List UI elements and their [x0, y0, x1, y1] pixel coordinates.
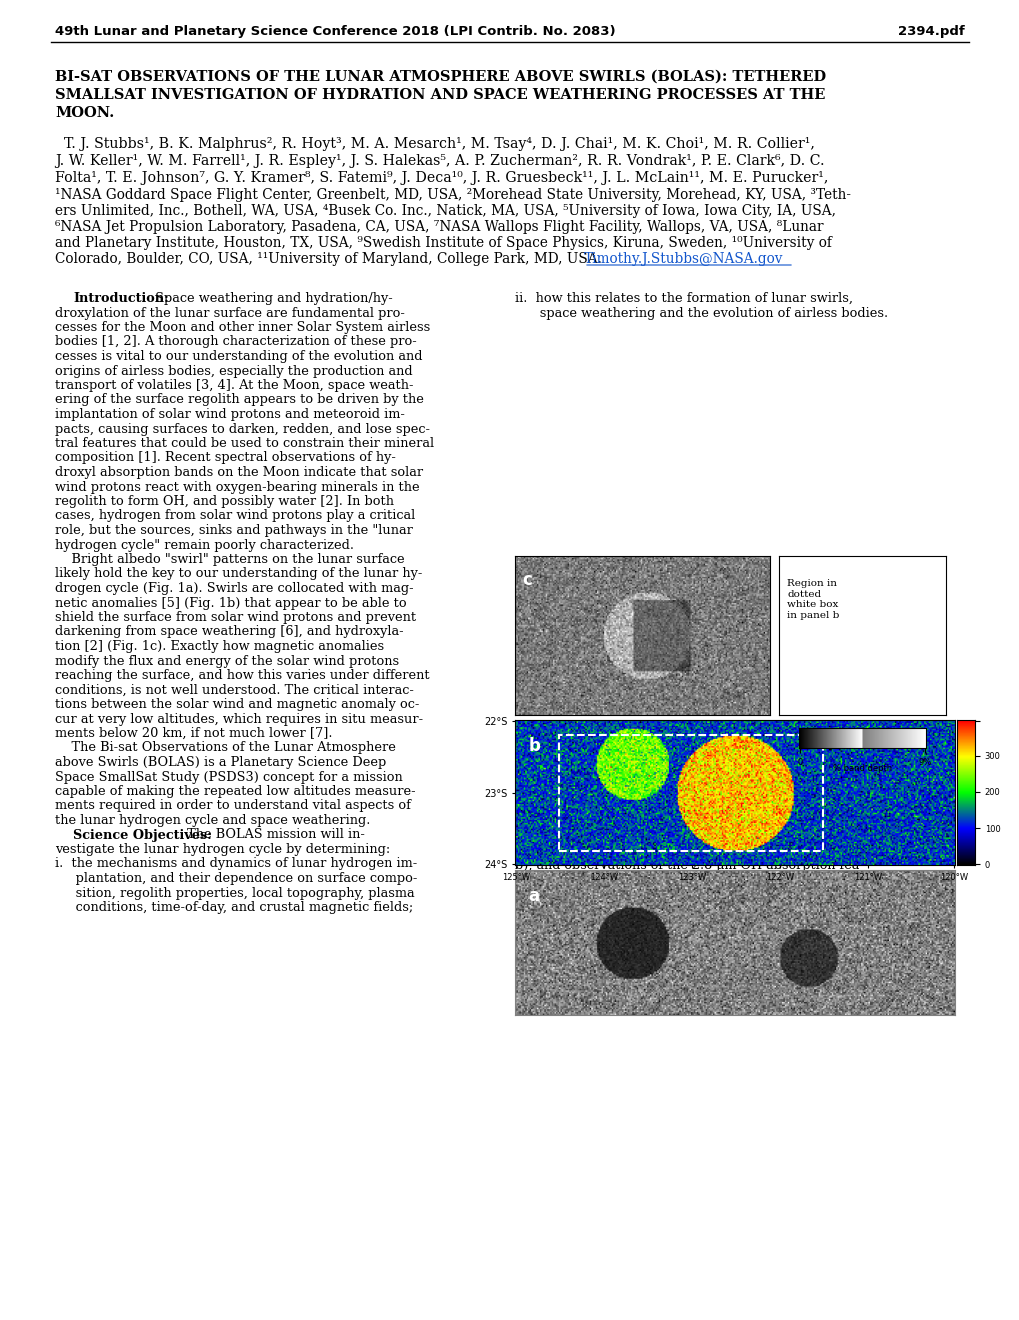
Text: cesses is vital to our understanding of the evolution and: cesses is vital to our understanding of …	[55, 350, 422, 363]
Text: conditions, time-of-day, and crustal magnetic fields;: conditions, time-of-day, and crustal mag…	[55, 902, 413, 913]
Text: conditions, is not well understood. The critical interac-: conditions, is not well understood. The …	[55, 684, 414, 697]
Text: droxyl absorption bands on the Moon indicate that solar: droxyl absorption bands on the Moon indi…	[55, 466, 423, 479]
Text: tions between the solar wind and magnetic anomaly oc-: tions between the solar wind and magneti…	[55, 698, 419, 711]
Text: ments below 20 km, if not much lower [7].: ments below 20 km, if not much lower [7]…	[55, 727, 332, 741]
Text: darkening from space weathering [6], and hydroxyla-: darkening from space weathering [6], and…	[55, 626, 404, 639]
Text: likely hold the key to our understanding of the lunar hy-: likely hold the key to our understanding…	[55, 568, 422, 581]
Text: ⁶NASA Jet Propulsion Laboratory, Pasadena, CA, USA, ⁷NASA Wallops Flight Facilit: ⁶NASA Jet Propulsion Laboratory, Pasaden…	[55, 220, 822, 234]
Text: tain an orbit that reaches low altitudes (~10 km). At such: tain an orbit that reaches low altitudes…	[515, 972, 892, 985]
Text: sition, regolith properties, local topography, plasma: sition, regolith properties, local topog…	[55, 887, 414, 899]
Text: hydrogen cycle" remain poorly characterized.: hydrogen cycle" remain poorly characteri…	[55, 539, 354, 552]
Text: the need to investigate diurnal changes, requires: the need to investigate diurnal changes,…	[515, 928, 837, 941]
Text: Fig. 1: The primary target for the BOLAS mission will
be the Gerasimovich magnet: Fig. 1: The primary target for the BOLAS…	[515, 780, 882, 904]
Text: bodies [1, 2]. A thorough characterization of these pro-: bodies [1, 2]. A thorough characterizati…	[55, 335, 417, 348]
Text: drogen cycle (Fig. 1a). Swirls are collocated with mag-: drogen cycle (Fig. 1a). Swirls are collo…	[55, 582, 414, 595]
Text: ers Unlimited, Inc., Bothell, WA, USA, ⁴Busek Co. Inc., Natick, MA, USA, ⁵Univer: ers Unlimited, Inc., Bothell, WA, USA, ⁴…	[55, 205, 836, 218]
Text: ments required in order to understand vital aspects of: ments required in order to understand vi…	[55, 800, 411, 813]
Text: The BOLAS mission will in-: The BOLAS mission will in-	[182, 829, 365, 842]
Text: b: b	[528, 738, 539, 755]
Text: pacts, causing surfaces to darken, redden, and lose spec-: pacts, causing surfaces to darken, redde…	[55, 422, 430, 436]
Text: Timothy.J.Stubbs@NASA.gov: Timothy.J.Stubbs@NASA.gov	[584, 252, 783, 267]
Text: ering of the surface regolith appears to be driven by the: ering of the surface regolith appears to…	[55, 393, 424, 407]
Text: T. J. Stubbs¹, B. K. Malphrus², R. Hoyt³, M. A. Mesarch¹, M. Tsay⁴, D. J. Chai¹,: T. J. Stubbs¹, B. K. Malphrus², R. Hoyt³…	[55, 137, 814, 150]
Text: vestigate the lunar hydrogen cycle by determining:: vestigate the lunar hydrogen cycle by de…	[55, 843, 390, 855]
Text: regolith to form OH, and possibly water [2]. In both: regolith to form OH, and possibly water …	[55, 495, 393, 508]
Text: Most of the prominent swirls and: Most of the prominent swirls and	[623, 899, 844, 912]
Text: i.  the mechanisms and dynamics of lunar hydrogen im-: i. the mechanisms and dynamics of lunar …	[55, 858, 417, 870]
Text: ii.  how this relates to the formation of lunar swirls,: ii. how this relates to the formation of…	[515, 292, 852, 305]
Text: Region in
dotted
white box
in panel b: Region in dotted white box in panel b	[787, 579, 839, 619]
Text: the lunar hydrogen cycle and space weathering.: the lunar hydrogen cycle and space weath…	[55, 814, 370, 828]
Text: above Swirls (BOLAS) is a Planetary Science Deep: above Swirls (BOLAS) is a Planetary Scie…	[55, 756, 386, 770]
Text: % band depth: % band depth	[833, 764, 892, 772]
Text: composition [1]. Recent spectral observations of hy-: composition [1]. Recent spectral observa…	[55, 451, 395, 465]
Text: space weathering and the evolution of airless bodies.: space weathering and the evolution of ai…	[515, 306, 888, 319]
Text: BOLAS to have a low inclination orbit. To make the: BOLAS to have a low inclination orbit. T…	[515, 942, 849, 956]
Text: reaching the surface, and how this varies under different: reaching the surface, and how this varie…	[55, 669, 429, 682]
Text: tion [2] (Fig. 1c). Exactly how magnetic anomalies: tion [2] (Fig. 1c). Exactly how magnetic…	[55, 640, 384, 653]
Text: Colorado, Boulder, CO, USA, ¹¹University of Maryland, College Park, MD, USA.: Colorado, Boulder, CO, USA, ¹¹University…	[55, 252, 605, 267]
Text: Science Orbits:: Science Orbits:	[533, 899, 642, 912]
Text: c: c	[522, 572, 532, 590]
Text: BI-SAT OBSERVATIONS OF THE LUNAR ATMOSPHERE ABOVE SWIRLS (BOLAS): TETHERED
SMALL: BI-SAT OBSERVATIONS OF THE LUNAR ATMOSPH…	[55, 70, 825, 120]
Text: cesses for the Moon and other inner Solar System airless: cesses for the Moon and other inner Sola…	[55, 321, 430, 334]
Text: origins of airless bodies, especially the production and: origins of airless bodies, especially th…	[55, 364, 413, 378]
Text: Science Objectives:: Science Objectives:	[73, 829, 212, 842]
Text: tral features that could be used to constrain their mineral: tral features that could be used to cons…	[55, 437, 434, 450]
Text: shield the surface from solar wind protons and prevent: shield the surface from solar wind proto…	[55, 611, 416, 624]
Text: Bright albedo "swirl" patterns on the lunar surface: Bright albedo "swirl" patterns on the lu…	[55, 553, 405, 566]
Text: wind protons react with oxygen-bearing minerals in the: wind protons react with oxygen-bearing m…	[55, 480, 419, 494]
Text: J. W. Keller¹, W. M. Farrell¹, J. R. Espley¹, J. S. Halekas⁵, A. P. Zucherman², : J. W. Keller¹, W. M. Farrell¹, J. R. Esp…	[55, 154, 823, 168]
Text: plantation, and their dependence on surface compo-: plantation, and their dependence on surf…	[55, 873, 417, 884]
Bar	[558, 734, 822, 850]
Text: and Planetary Institute, Houston, TX, USA, ⁹Swedish Institute of Space Physics, : and Planetary Institute, Houston, TX, US…	[55, 236, 832, 249]
Text: implantation of solar wind protons and meteoroid im-: implantation of solar wind protons and m…	[55, 408, 405, 421]
Text: modify the flux and energy of the solar wind protons: modify the flux and energy of the solar …	[55, 655, 398, 668]
Text: Space weathering and hydration/hy-: Space weathering and hydration/hy-	[151, 292, 392, 305]
Text: ¹NASA Goddard Space Flight Center, Greenbelt, MD, USA, ²Morehead State Universit: ¹NASA Goddard Space Flight Center, Green…	[55, 187, 850, 202]
Text: cur at very low altitudes, which requires in situ measur-: cur at very low altitudes, which require…	[55, 713, 423, 726]
Text: 2394.pdf: 2394.pdf	[898, 25, 964, 38]
Text: a: a	[528, 887, 539, 906]
Text: transport of volatiles [3, 4]. At the Moon, space weath-: transport of volatiles [3, 4]. At the Mo…	[55, 379, 413, 392]
Text: The Bi-sat Observations of the Lunar Atmosphere: The Bi-sat Observations of the Lunar Atm…	[55, 742, 395, 755]
Text: netic anomalies [5] (Fig. 1b) that appear to be able to: netic anomalies [5] (Fig. 1b) that appea…	[55, 597, 407, 610]
Text: storng crustal fields are within 30° of the equator, and: storng crustal fields are within 30° of …	[515, 913, 871, 927]
Text: Folta¹, T. E. Johnson⁷, G. Y. Kramer⁸, S. Fatemi⁹, J. Deca¹⁰, J. R. Gruesbeck¹¹,: Folta¹, T. E. Johnson⁷, G. Y. Kramer⁸, S…	[55, 172, 827, 185]
Text: role, but the sources, sinks and pathways in the "lunar: role, but the sources, sinks and pathway…	[55, 524, 413, 537]
Text: capable of making the repeated low altitudes measure-: capable of making the repeated low altit…	[55, 785, 415, 799]
Text: droxylation of the lunar surface are fundamental pro-: droxylation of the lunar surface are fun…	[55, 306, 405, 319]
Text: 49th Lunar and Planetary Science Conference 2018 (LPI Contrib. No. 2083): 49th Lunar and Planetary Science Confere…	[55, 25, 615, 38]
Text: Introduction:: Introduction:	[73, 292, 169, 305]
Text: Space SmallSat Study (PSDS3) concept for a mission: Space SmallSat Study (PSDS3) concept for…	[55, 771, 403, 784]
Text: cases, hydrogen from solar wind protons play a critical: cases, hydrogen from solar wind protons …	[55, 510, 415, 523]
Text: necessary in situ measurements, BOLAS has to main-: necessary in situ measurements, BOLAS ha…	[515, 957, 864, 970]
